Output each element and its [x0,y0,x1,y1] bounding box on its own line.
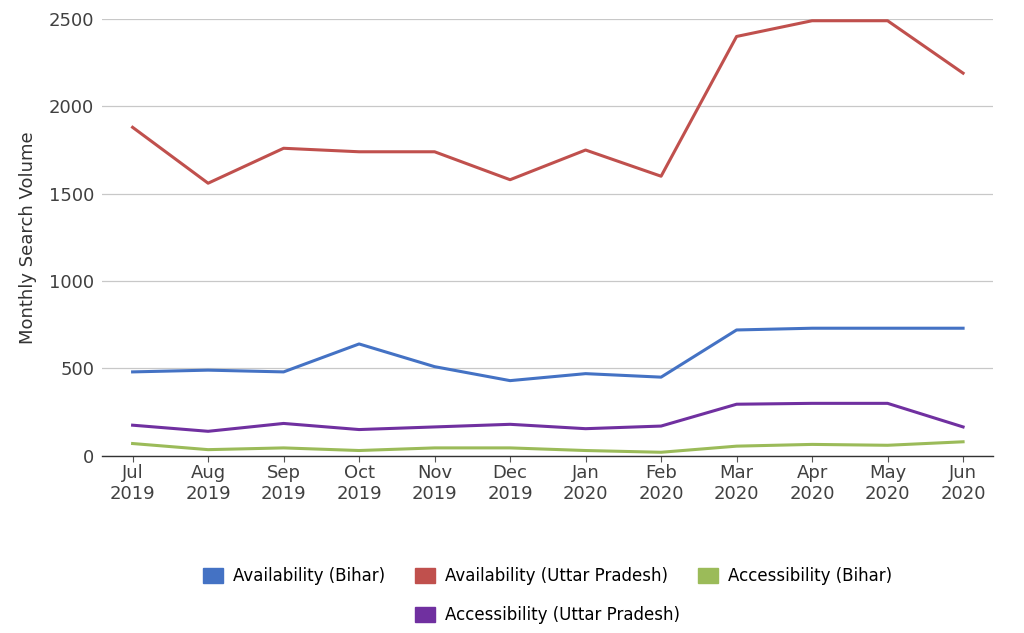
Availability (Bihar) [580,370,592,377]
Availability (Uttar Pradesh) [428,148,440,156]
Availability (Bihar) [655,373,668,381]
Availability (Uttar Pradesh) [353,148,366,156]
Availability (Uttar Pradesh) [806,17,818,25]
Accessibility (Bihar) [655,448,668,456]
Y-axis label: Monthly Search Volume: Monthly Search Volume [19,131,38,344]
Availability (Uttar Pradesh) [957,70,970,77]
Accessibility (Uttar Pradesh) [882,399,894,407]
Line: Accessibility (Uttar Pradesh): Accessibility (Uttar Pradesh) [132,403,964,431]
Availability (Bihar) [806,325,818,332]
Accessibility (Bihar) [202,446,214,453]
Availability (Bihar) [428,363,440,370]
Accessibility (Bihar) [882,441,894,449]
Accessibility (Bihar) [957,438,970,446]
Line: Accessibility (Bihar): Accessibility (Bihar) [132,442,964,452]
Accessibility (Uttar Pradesh) [806,399,818,407]
Accessibility (Bihar) [806,441,818,448]
Legend: Accessibility (Uttar Pradesh): Accessibility (Uttar Pradesh) [409,599,687,631]
Availability (Uttar Pradesh) [882,17,894,25]
Availability (Bihar) [353,340,366,348]
Accessibility (Uttar Pradesh) [278,420,290,427]
Accessibility (Uttar Pradesh) [504,420,516,428]
Accessibility (Bihar) [580,447,592,454]
Availability (Uttar Pradesh) [202,179,214,187]
Accessibility (Bihar) [126,440,138,448]
Accessibility (Uttar Pradesh) [353,426,366,434]
Availability (Bihar) [278,368,290,376]
Accessibility (Uttar Pradesh) [202,427,214,435]
Availability (Uttar Pradesh) [655,172,668,180]
Accessibility (Bihar) [504,444,516,452]
Accessibility (Uttar Pradesh) [580,425,592,432]
Availability (Bihar) [882,325,894,332]
Accessibility (Bihar) [353,447,366,454]
Accessibility (Bihar) [428,444,440,452]
Accessibility (Bihar) [730,442,742,450]
Availability (Bihar) [126,368,138,376]
Line: Availability (Uttar Pradesh): Availability (Uttar Pradesh) [132,21,964,183]
Accessibility (Uttar Pradesh) [428,423,440,430]
Availability (Uttar Pradesh) [126,123,138,131]
Accessibility (Uttar Pradesh) [730,401,742,408]
Accessibility (Uttar Pradesh) [655,422,668,430]
Availability (Bihar) [730,326,742,334]
Availability (Bihar) [202,367,214,374]
Availability (Bihar) [957,325,970,332]
Availability (Uttar Pradesh) [278,144,290,152]
Accessibility (Uttar Pradesh) [957,423,970,430]
Accessibility (Bihar) [278,444,290,452]
Availability (Uttar Pradesh) [504,176,516,184]
Availability (Uttar Pradesh) [580,146,592,154]
Accessibility (Uttar Pradesh) [126,422,138,429]
Availability (Uttar Pradesh) [730,33,742,41]
Line: Availability (Bihar): Availability (Bihar) [132,329,964,380]
Availability (Bihar) [504,377,516,384]
